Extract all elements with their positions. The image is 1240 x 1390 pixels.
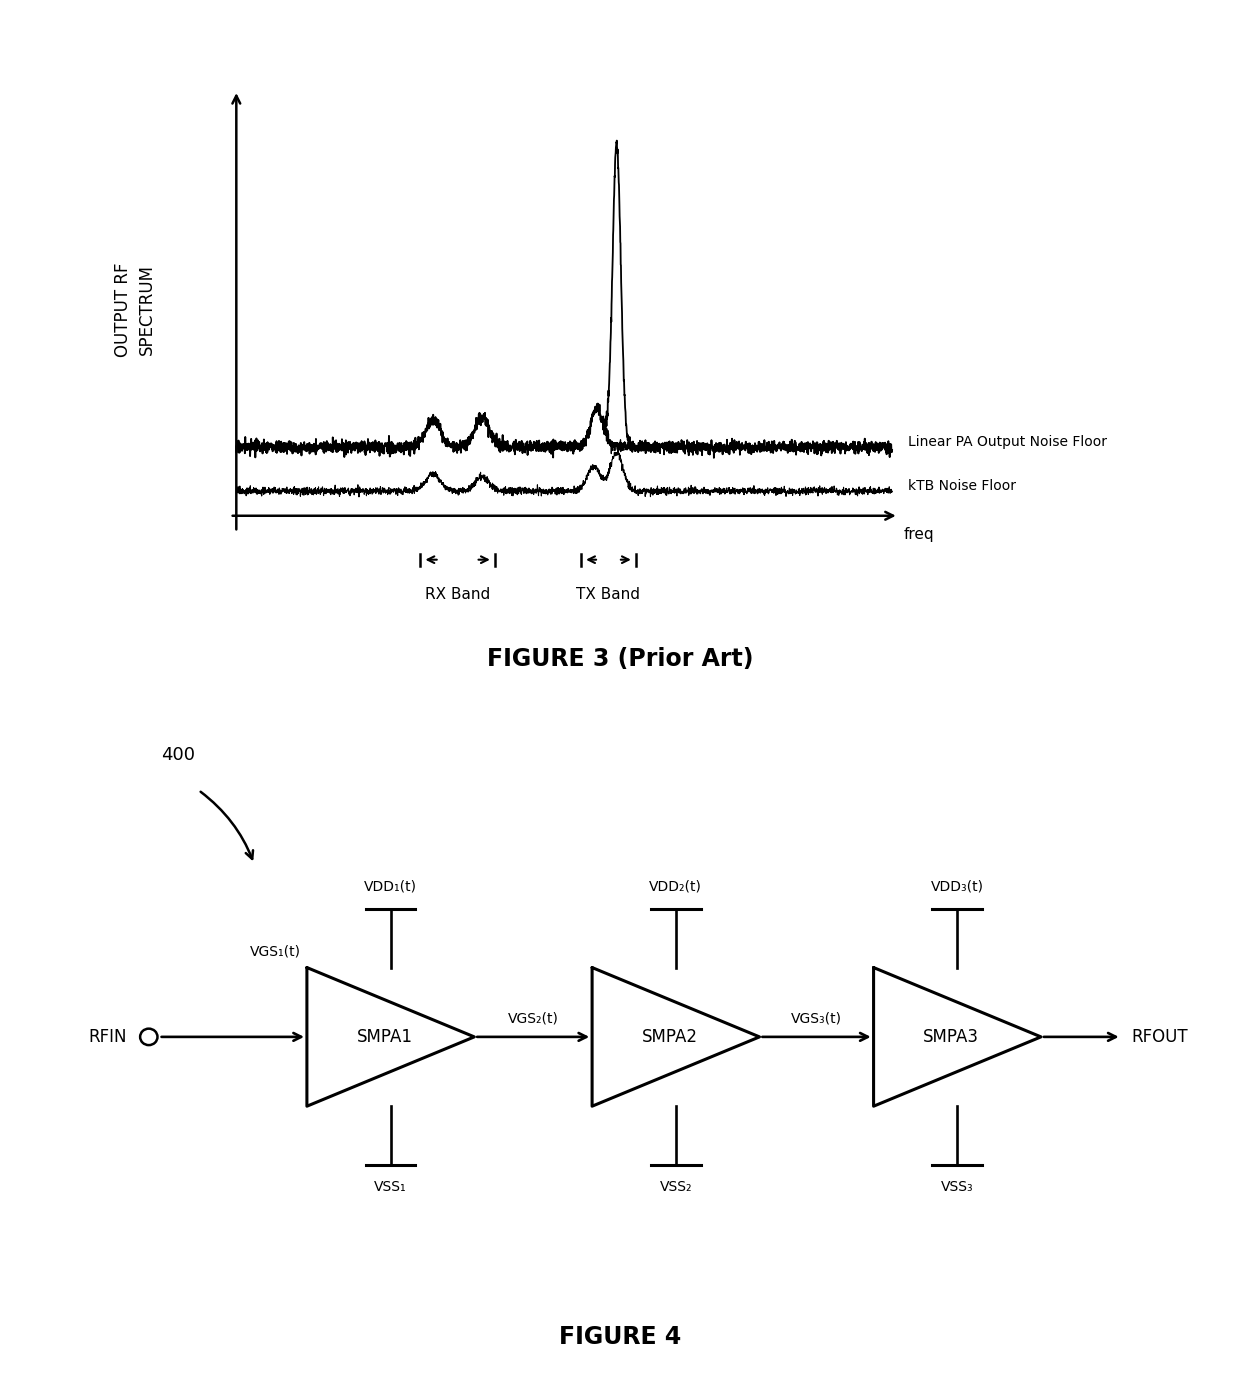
Text: 400: 400 — [161, 746, 195, 765]
Text: OUTPUT RF
SPECTRUM: OUTPUT RF SPECTRUM — [114, 263, 155, 357]
Text: VGS₂(t): VGS₂(t) — [507, 1011, 559, 1026]
Text: VGS₃(t): VGS₃(t) — [791, 1011, 842, 1026]
Text: SMPA3: SMPA3 — [923, 1027, 980, 1045]
Text: VSS₂: VSS₂ — [660, 1180, 692, 1194]
Text: FIGURE 4: FIGURE 4 — [559, 1325, 681, 1350]
Text: RFOUT: RFOUT — [1131, 1027, 1188, 1045]
Text: VDD₁(t): VDD₁(t) — [365, 880, 417, 894]
Text: RX Band: RX Band — [425, 587, 490, 602]
Text: TX Band: TX Band — [577, 587, 641, 602]
Text: VSS₃: VSS₃ — [941, 1180, 973, 1194]
Text: freq: freq — [904, 527, 935, 542]
Text: VDD₃(t): VDD₃(t) — [931, 880, 983, 894]
Text: FIGURE 3 (Prior Art): FIGURE 3 (Prior Art) — [487, 646, 753, 671]
Text: RFIN: RFIN — [88, 1027, 126, 1045]
Text: VGS₁(t): VGS₁(t) — [249, 944, 300, 958]
Text: kTB Noise Floor: kTB Noise Floor — [909, 478, 1017, 492]
Text: VSS₁: VSS₁ — [374, 1180, 407, 1194]
Text: Linear PA Output Noise Floor: Linear PA Output Noise Floor — [909, 435, 1107, 449]
Text: SMPA2: SMPA2 — [641, 1027, 698, 1045]
Text: VDD₂(t): VDD₂(t) — [650, 880, 702, 894]
Text: SMPA1: SMPA1 — [356, 1027, 413, 1045]
